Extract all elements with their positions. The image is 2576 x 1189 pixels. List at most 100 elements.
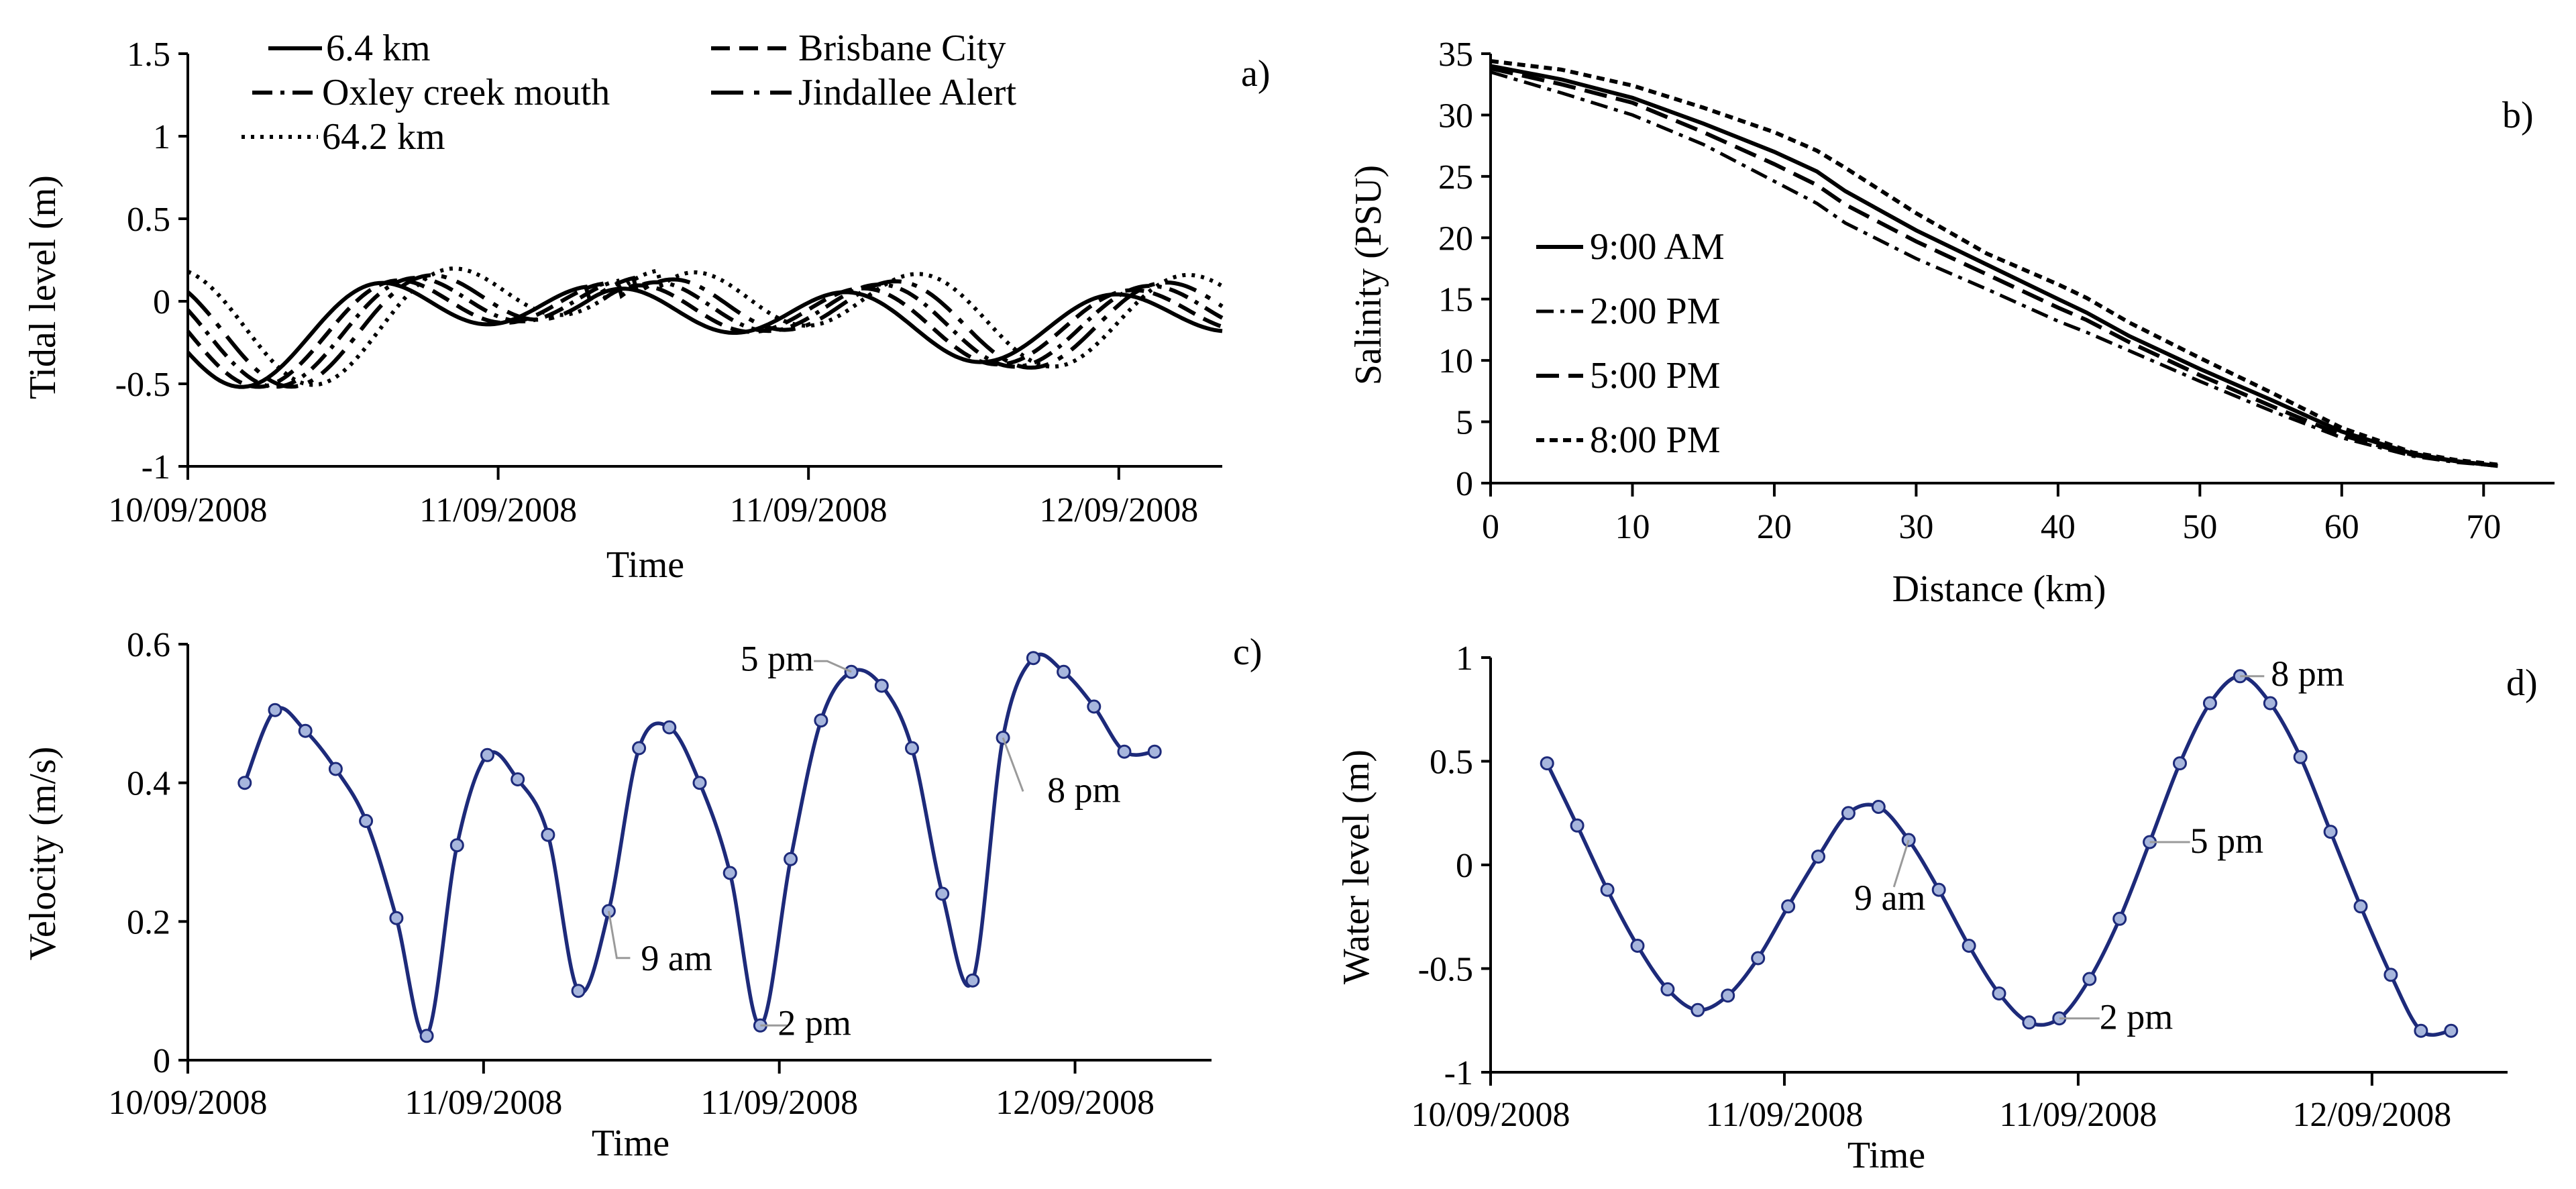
panel-d-data-point — [1690, 1002, 1705, 1017]
panel-c-data-point — [359, 814, 374, 828]
panel-c-y-tick-label: 0.2 — [127, 903, 170, 941]
panel-c-data-point — [1087, 699, 1102, 714]
panel-a: a) Time Tidal level (m) -1 -0.5 0 0.5 1 1.5 10… — [22, 28, 1271, 586]
series-line-2-00-pm — [1490, 70, 2498, 468]
panel-d-xlabel: Time — [1847, 1135, 1925, 1176]
panel-c-annotation-leader — [1002, 737, 1024, 792]
panel-c-data-point — [541, 827, 555, 842]
panel-c-data-point — [268, 703, 282, 717]
panel-b-y-tick-label: 25 — [1438, 158, 1473, 197]
panel-d-x-tick-label: 10/09/2008 — [1411, 1096, 1570, 1134]
panel-d-data-point — [1841, 806, 1856, 821]
legend-label-6-4-km: 6.4 km — [326, 28, 431, 69]
panel-b-x-tick-label: 20 — [1757, 508, 1792, 546]
panel-c: c) Time Velocity (m/s) 0 0.2 0.4 0.6 10/09/2… — [22, 626, 1263, 1164]
panel-b-xlabel: Distance (km) — [1892, 568, 2106, 610]
panel-a-y-tick-label: 1 — [153, 118, 170, 156]
panel-a-y-tick-label: 1.5 — [127, 36, 170, 74]
panel-c-data-point — [784, 851, 798, 866]
panel-a-label: a) — [1241, 53, 1271, 95]
panel-d-data-point — [1570, 818, 1585, 833]
legend-label-9am: 9:00 AM — [1590, 226, 1725, 268]
panel-d-y-tick-label: -1 — [1444, 1054, 1473, 1092]
panel-c-annotation-label: 2 pm — [777, 1002, 851, 1043]
panel-c-data-point — [692, 776, 707, 790]
panel-d-data-point — [1962, 939, 1976, 953]
panel-d-data-point — [1871, 800, 1886, 814]
series-line-8-00-pm — [1490, 59, 2498, 467]
panel-a-x-tick-label: 11/09/2008 — [419, 491, 577, 529]
panel-c-annotation-label: 8 pm — [1047, 770, 1121, 811]
panel-b-y-tick-label: 20 — [1438, 219, 1473, 258]
panel-c-data-point — [874, 678, 889, 693]
legend-label-oxley-creek-mouth: Oxley creek mouth — [322, 72, 610, 113]
panel-c-data-point — [935, 886, 950, 901]
panel-c-y-tick-label: 0 — [153, 1042, 170, 1080]
panel-d-data-point — [2263, 696, 2277, 711]
panel-d-data-point — [1811, 849, 1825, 864]
panel-d-data-point — [1781, 899, 1796, 914]
panel-d-y-tick-label: 1 — [1456, 639, 1473, 678]
panel-a-x-tick-label: 12/09/2008 — [1039, 491, 1198, 529]
panel-d-data-point — [2323, 825, 2338, 839]
panel-c-annotation-leader — [814, 660, 852, 673]
panel-c-data-point — [449, 838, 464, 853]
panel-d-data-point — [2293, 749, 2308, 764]
legend-label-2pm: 2:00 PM — [1590, 291, 1721, 332]
panel-c-series-line — [243, 652, 1155, 1039]
panel-d-data-point — [1660, 982, 1675, 996]
panel-a-y-tick-label: -0.5 — [115, 366, 170, 404]
panel-d-annotation-label: 5 pm — [2190, 821, 2264, 861]
panel-a-y-tick-label: 0.5 — [127, 201, 170, 239]
legend-label-8pm: 8:00 PM — [1590, 419, 1721, 461]
legend-label-jindallee-alert: Jindallee Alert — [798, 72, 1016, 113]
panel-a-y-tick-label: 0 — [153, 283, 170, 321]
panel-c-x-tick-label: 12/09/2008 — [996, 1084, 1155, 1122]
panel-d-data-point — [2112, 911, 2127, 926]
panel-c-data-point — [328, 762, 343, 776]
panel-d-data-point — [1931, 882, 1946, 897]
panel-c-data-point — [1117, 744, 1132, 759]
panel-d-series-line — [1545, 674, 2452, 1037]
panel-c-data-point — [662, 720, 677, 735]
panel-b-y-tick-label: 15 — [1438, 281, 1473, 319]
panel-c-ylabel: Velocity (m/s) — [22, 747, 64, 961]
panel-c-x-tick-label: 10/09/2008 — [109, 1084, 268, 1122]
panel-b-legend: 9:00 AM 2:00 PM 5:00 PM 8:00 PM — [1536, 226, 1725, 461]
panel-c-label: c) — [1233, 631, 1263, 673]
panel-b-y-tick-label: 30 — [1438, 97, 1473, 135]
panel-d-data-point — [1992, 986, 2006, 1001]
panel-c-data-point — [419, 1029, 434, 1043]
panel-c-data-point — [1147, 744, 1162, 759]
panel-d-y-tick-label: 0.5 — [1430, 743, 1473, 782]
panel-d-data-point — [2444, 1023, 2459, 1038]
panel-d-annotation-leader — [1892, 839, 1910, 888]
panel-b-y-tick-label: 0 — [1456, 465, 1473, 503]
panel-c-data-point — [571, 984, 586, 998]
panel-b-x-tick-label: 50 — [2182, 508, 2217, 546]
panel-d-data-point — [2353, 899, 2368, 914]
panel-d-annotation-label: 2 pm — [2100, 997, 2174, 1037]
panel-d-data-point — [1721, 988, 1735, 1003]
panel-c-data-point — [814, 713, 828, 728]
legend-label-64-2-km: 64.2 km — [322, 116, 445, 158]
panel-c-xlabel: Time — [592, 1123, 669, 1164]
panel-d-y-tick-label: -0.5 — [1418, 951, 1473, 989]
panel-d-data-point — [2202, 696, 2217, 711]
panel-d-data-point — [1600, 882, 1615, 897]
series-line-brisbane-city — [186, 278, 1224, 389]
series-line-oxley-creek-mouth — [186, 276, 1224, 389]
panel-d-x-tick-label: 11/09/2008 — [1705, 1096, 1863, 1134]
panel-c-y-tick-label: 0.4 — [127, 765, 170, 803]
panel-d-y-tick-label: 0 — [1456, 847, 1473, 885]
panel-d-data-point — [1751, 951, 1766, 966]
panel-d-data-point — [2414, 1023, 2428, 1038]
panel-b-x-tick-label: 0 — [1482, 508, 1499, 546]
panel-b-ylabel: Salinity (PSU) — [1348, 165, 1389, 385]
panel-b-y-tick-label: 5 — [1456, 404, 1473, 442]
panel-c-data-point — [480, 747, 494, 762]
panel-d-data-point — [2173, 756, 2187, 771]
panel-b: b) Distance (km) Salinity (PSU) 0 5 10 15 20… — [1348, 36, 2555, 610]
panel-b-x-tick-label: 60 — [2324, 508, 2359, 546]
series-line-9-00-am — [1490, 64, 2498, 468]
